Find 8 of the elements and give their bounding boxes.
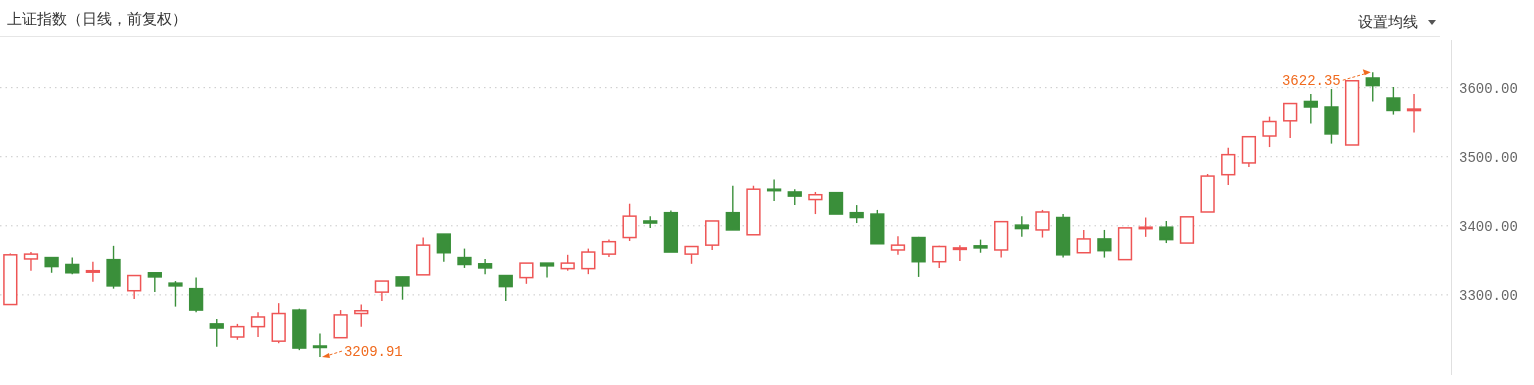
y-tick-label: 3600.00 bbox=[1459, 80, 1518, 97]
annotation: 3209.91 bbox=[343, 344, 403, 361]
annotation: 3622.35 bbox=[1281, 73, 1341, 90]
y-tick-label: 3500.00 bbox=[1459, 149, 1518, 166]
y-tick-label: 3300.00 bbox=[1459, 287, 1518, 304]
title: 上证指数（日线，前复权） bbox=[7, 10, 187, 27]
control: 设置均线 bbox=[1358, 13, 1418, 30]
y-tick-label: 3400.00 bbox=[1459, 218, 1518, 235]
